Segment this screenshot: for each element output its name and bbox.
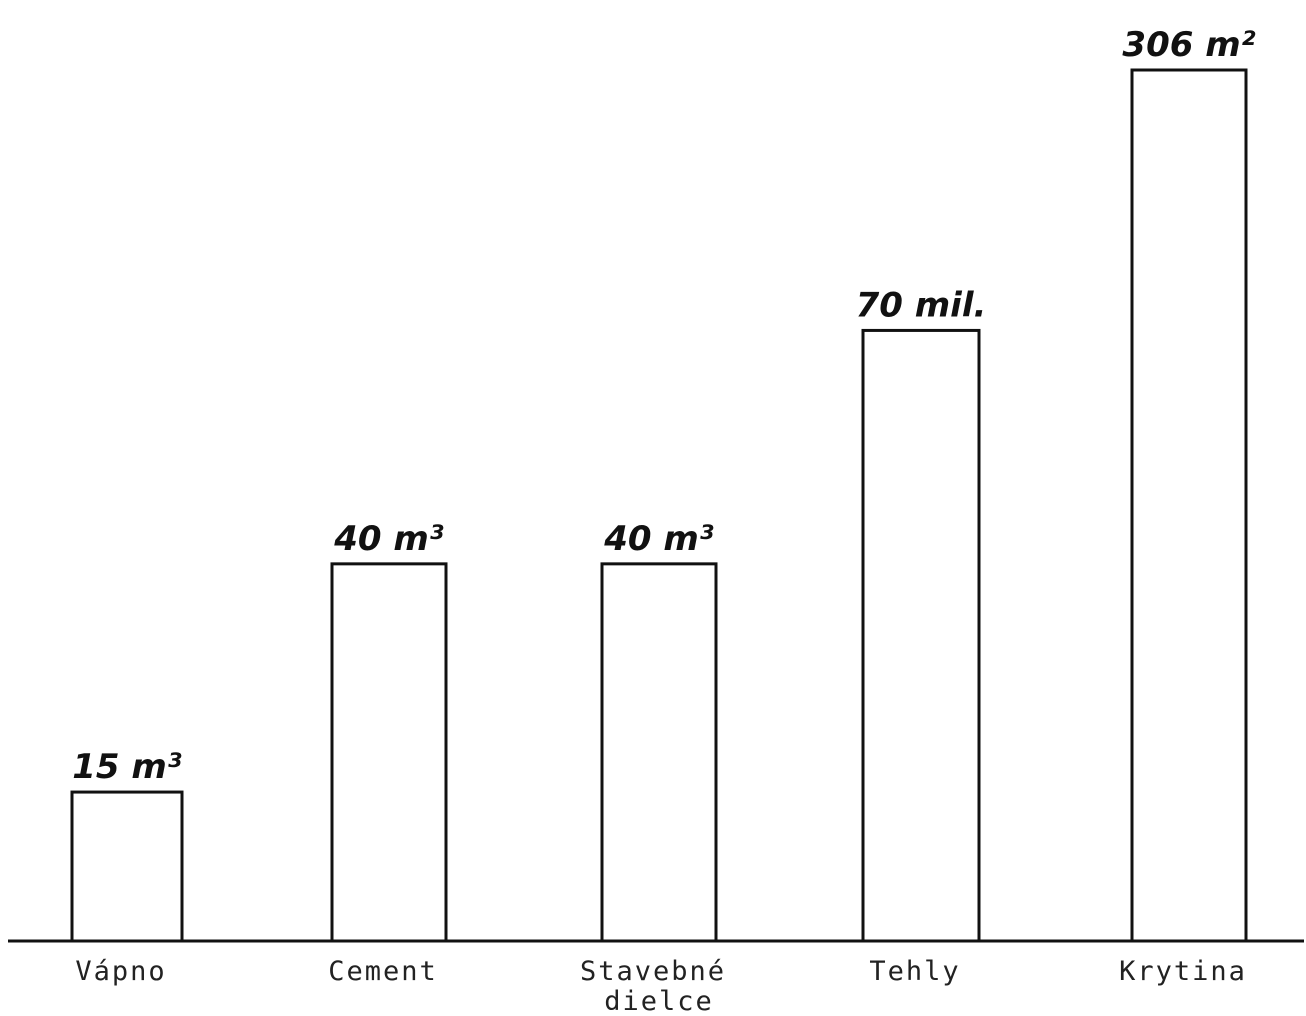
bars-group	[70, 68, 1248, 943]
data-label-2: 40 m³	[333, 519, 444, 559]
category-label-2: Cement	[328, 956, 438, 987]
category-label-3: Stavebné dielce	[580, 956, 726, 1016]
bar-4	[861, 328, 981, 943]
category-label-line: Tehly	[869, 956, 960, 987]
category-labels-group: Vápno Cement Stavebné dielce Tehly Krytina	[75, 956, 1247, 1016]
category-label-4: Tehly	[869, 956, 960, 987]
category-label-line: dielce	[604, 986, 714, 1016]
data-label-1: 15 m³	[72, 747, 182, 787]
data-label-3: 40 m³	[603, 519, 714, 559]
category-label-line: Krytina	[1119, 956, 1247, 987]
category-label-1: Vápno	[75, 956, 166, 987]
data-labels-group: 15 m³ 40 m³ 40 m³ 70 mil. 306 m²	[72, 25, 1255, 787]
bar-1	[70, 790, 184, 943]
data-label-4: 70 mil.	[856, 285, 987, 325]
category-label-line: Stavebné	[580, 956, 726, 987]
data-label-5: 306 m²	[1122, 25, 1255, 65]
bar-3	[600, 562, 718, 943]
bar-5	[1130, 68, 1248, 943]
category-label-line: Cement	[328, 956, 438, 987]
category-label-line: Vápno	[75, 956, 166, 987]
category-label-5: Krytina	[1119, 956, 1247, 987]
bar-2	[330, 562, 448, 943]
